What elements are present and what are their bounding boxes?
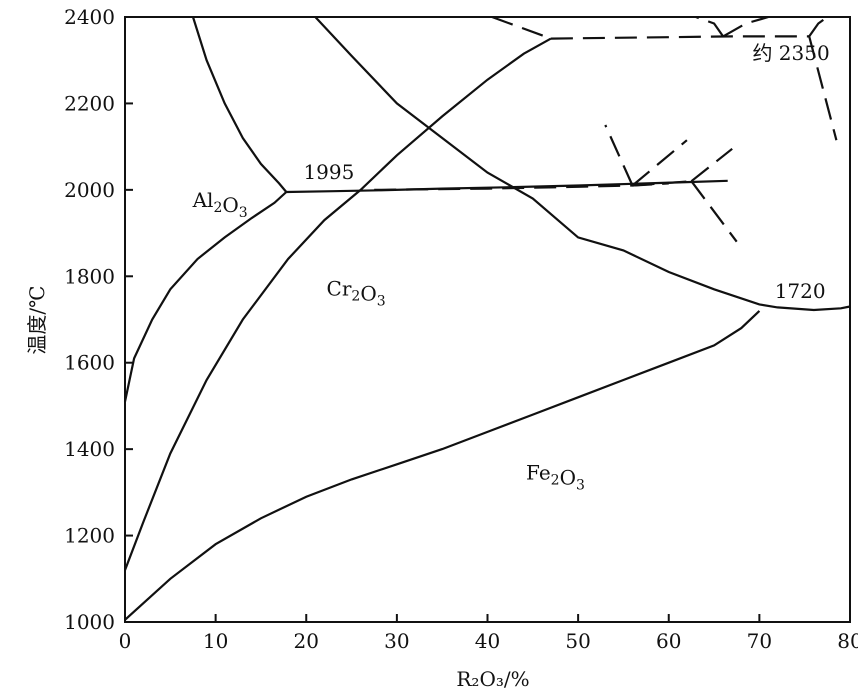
y-tick-label: 2200 (64, 91, 115, 115)
x-tick-label: 60 (656, 629, 681, 653)
y-axis-title: 温度/℃ (25, 285, 49, 354)
point-annotation: 1720 (775, 279, 826, 303)
x-tick-label: 70 (747, 629, 772, 653)
plot-frame (124, 16, 851, 623)
phase-boundary-dashed-11 (690, 180, 738, 243)
phase-boundary-dashed-8 (631, 139, 688, 187)
phase-boundary-dashed-9 (632, 180, 692, 187)
region-label: Fe2O3 (526, 460, 585, 493)
y-tick-label: 1600 (64, 351, 115, 375)
x-axis-title: R₂O₃/% (456, 667, 529, 691)
phase-boundary-dashed-4 (808, 16, 828, 38)
y-tick-label: 1200 (64, 524, 115, 548)
point-annotation: 约 2350 (752, 41, 829, 65)
phase-boundary-dashed-5 (808, 36, 838, 141)
x-tick-label: 80 (837, 629, 858, 653)
phase-boundary-dashed-10 (690, 147, 733, 183)
region-label: Al2O3 (192, 188, 248, 221)
phase-boundary-dashed-0 (491, 15, 552, 40)
x-tick-label: 0 (119, 629, 132, 653)
x-tick-label: 50 (565, 629, 590, 653)
curve-group (123, 16, 851, 621)
y-tick-label: 1800 (64, 264, 115, 288)
x-tick-label: 40 (475, 629, 500, 653)
y-axis-ticks: 1000 1200 1400 1600 1800 2000 2200 2400 (64, 5, 133, 634)
y-tick-label: 1000 (64, 610, 115, 634)
phase-boundary-solid-3 (123, 37, 552, 571)
phase-boundary-solid-1 (191, 16, 288, 193)
point-annotation: 1995 (303, 160, 354, 184)
dashed-boundary-group (374, 15, 838, 243)
phase-boundary-dashed-3 (722, 15, 769, 38)
phase-boundary-solid-0 (123, 191, 288, 402)
phase-boundary-dashed-1 (550, 35, 810, 40)
y-tick-label: 1400 (64, 437, 115, 461)
phase-boundary-solid-5 (124, 310, 761, 621)
phase-boundary-solid-4 (314, 16, 851, 312)
y-tick-label: 2400 (64, 5, 115, 29)
phase-boundary-dashed-2 (695, 15, 725, 38)
y-tick-label: 2000 (64, 178, 115, 202)
region-and-annotation-labels: Al2O3 Cr2O3 Fe2O3 1995 1720 约 2350 (192, 41, 830, 493)
region-label: Cr2O3 (327, 277, 386, 310)
x-tick-label: 20 (294, 629, 319, 653)
x-axis-ticks: 0 10 20 30 40 50 60 70 80 (119, 614, 858, 653)
phase-boundary-dashed-7 (604, 124, 634, 186)
x-tick-label: 30 (384, 629, 409, 653)
x-tick-label: 10 (203, 629, 228, 653)
